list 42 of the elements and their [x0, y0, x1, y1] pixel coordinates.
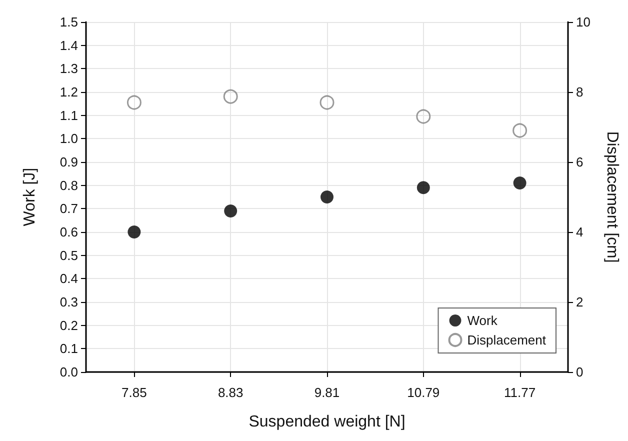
y-axis-title: Work [J]: [22, 168, 38, 226]
point: [512, 123, 528, 138]
y-tick-label: 0.6: [60, 224, 78, 240]
y2-axis-title: Displacement [cm]: [604, 131, 620, 263]
x-axis-title: Suspended weight [N]: [248, 414, 406, 430]
y-tick-label: 0.3: [60, 294, 78, 310]
y2-tick-label: 6: [576, 154, 584, 170]
point: [320, 95, 334, 110]
y2-tick-label: 4: [576, 224, 584, 240]
y2-tick-label: 8: [576, 84, 584, 100]
y-tick-label: 1.2: [60, 84, 78, 100]
x-tick-label: 11.77: [504, 385, 536, 400]
y-tick-label: 0.1: [60, 341, 78, 356]
y-tick-label: 0.8: [60, 178, 78, 193]
y-tick-label: 0.5: [60, 248, 78, 263]
y-tick-label: 1.0: [60, 131, 78, 146]
x-tick-label: 8.83: [218, 385, 244, 400]
point: [128, 226, 141, 238]
point: [513, 176, 526, 190]
y2-tick-label: 0: [576, 364, 584, 380]
point: [223, 89, 238, 104]
x-tick-label: 7.85: [122, 385, 147, 400]
legend-label: Displacement: [467, 332, 546, 348]
y-tick-label: 0.7: [60, 201, 78, 216]
y-tick-label: 0.0: [60, 364, 78, 380]
y-tick-label: 1.1: [60, 108, 78, 123]
point: [416, 181, 430, 194]
y-tick-label: 1.5: [60, 14, 78, 30]
y-tick-label: 0.9: [60, 154, 78, 170]
y-tick-label: 1.4: [60, 38, 78, 53]
point: [416, 109, 431, 124]
y2-tick-label: 2: [576, 294, 584, 310]
y-tick-label: 0.2: [60, 318, 78, 333]
y-tick-label: 1.3: [60, 61, 78, 76]
point: [224, 204, 238, 218]
point: [126, 95, 142, 110]
x-tick-label: 9.81: [314, 385, 340, 400]
x-tick-label: 10.79: [407, 385, 440, 400]
y2-tick-label: 10: [576, 14, 590, 30]
y-tick-label: 0.4: [60, 271, 78, 286]
point: [320, 190, 334, 204]
legend-label: Work: [467, 313, 498, 328]
